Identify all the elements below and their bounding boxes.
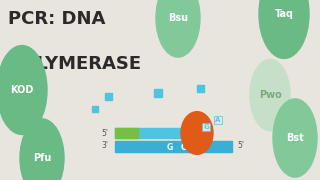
Text: Pfu: Pfu: [33, 153, 51, 163]
Bar: [154, 89, 162, 97]
Text: G: G: [203, 124, 209, 130]
Ellipse shape: [250, 59, 290, 130]
Ellipse shape: [156, 0, 200, 57]
Text: Pwo: Pwo: [259, 90, 281, 100]
Text: PCR: DNA: PCR: DNA: [8, 10, 105, 28]
Ellipse shape: [259, 0, 309, 58]
Bar: [196, 84, 204, 91]
Text: 5': 5': [101, 129, 108, 138]
Bar: [115, 128, 138, 138]
Text: T: T: [193, 143, 199, 152]
Bar: [115, 128, 196, 138]
Ellipse shape: [20, 119, 64, 180]
Text: 5': 5': [237, 141, 244, 150]
Text: G: G: [167, 143, 173, 152]
Text: 3': 3': [101, 141, 108, 150]
Text: POLYMERASE: POLYMERASE: [8, 55, 141, 73]
Text: Bsu: Bsu: [168, 13, 188, 23]
Ellipse shape: [0, 46, 47, 134]
Text: C: C: [180, 143, 186, 152]
Bar: [105, 93, 111, 100]
Text: A: A: [215, 117, 221, 123]
Ellipse shape: [273, 99, 317, 177]
Text: KOD: KOD: [10, 85, 34, 95]
Ellipse shape: [181, 112, 213, 154]
Bar: [92, 106, 98, 112]
Text: Taq: Taq: [275, 9, 293, 19]
Bar: [115, 141, 232, 152]
Text: Bst: Bst: [286, 133, 304, 143]
